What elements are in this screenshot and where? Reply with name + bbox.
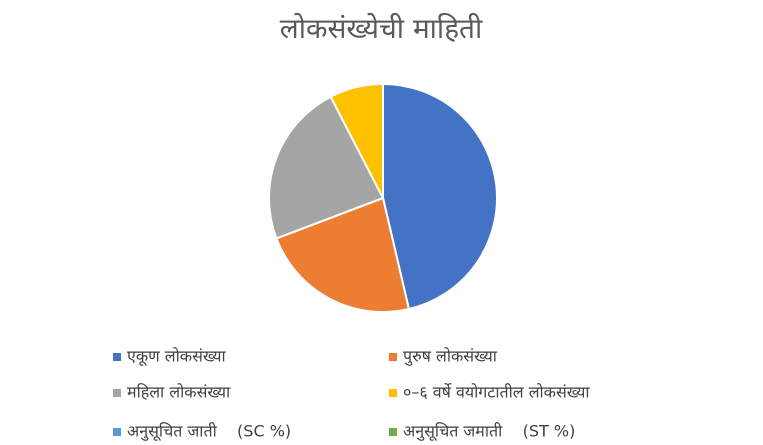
legend-swatch [389, 428, 397, 436]
legend-label: महिला लोकसंख्या [127, 383, 231, 402]
pie-slice [268, 95, 385, 240]
legend-label: ०–६ वर्षे वयोगटातील लोकसंख्या [403, 383, 590, 402]
legend-label: पुरुष लोकसंख्या [403, 347, 498, 367]
pie-slice [382, 82, 498, 311]
legend-swatch [113, 353, 121, 361]
legend-swatch [389, 353, 397, 361]
legend-swatch [113, 428, 121, 436]
legend-label: अनुसूचित जाती (SC %) [127, 422, 291, 442]
legend-label: एकूण लोकसंख्या [127, 347, 227, 367]
legend-label: अनुसूचित जमाती (ST %) [403, 422, 575, 442]
chart-title: लोकसंख्येची माहिती [280, 12, 483, 45]
legend-swatch [389, 389, 397, 397]
legend-swatch [113, 389, 121, 397]
